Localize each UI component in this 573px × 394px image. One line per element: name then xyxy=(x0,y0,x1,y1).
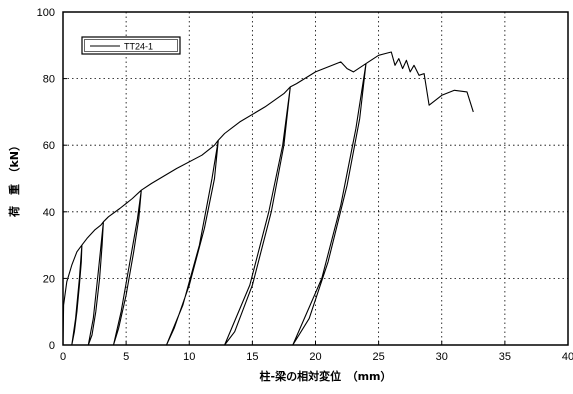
x-tick-label: 35 xyxy=(499,351,511,363)
y-tick-label: 60 xyxy=(43,140,55,152)
y-tick-label: 40 xyxy=(43,207,55,219)
y-tick-label: 0 xyxy=(49,340,55,352)
x-tick-label: 5 xyxy=(123,351,129,363)
grid-lines xyxy=(63,12,568,345)
y-axis-title: 荷 重 （kN） xyxy=(7,140,21,218)
x-axis-title: 柱-梁の相対変位 （mm） xyxy=(260,369,392,383)
legend-box xyxy=(81,36,181,55)
data-series xyxy=(62,51,474,346)
x-tick-label: 15 xyxy=(246,351,258,363)
x-tick-label: 10 xyxy=(183,351,195,363)
y-tick-label: 80 xyxy=(43,74,55,86)
legend-inner-box xyxy=(84,39,178,52)
legend: TT24-1 xyxy=(81,36,181,55)
legend-label: TT24-1 xyxy=(124,42,153,52)
x-tick-label: 40 xyxy=(562,351,573,363)
y-tick-label: 20 xyxy=(43,273,55,285)
x-tick-label: 20 xyxy=(309,351,321,363)
x-tick-label: 25 xyxy=(373,351,385,363)
x-tick-label: 0 xyxy=(60,351,66,363)
axis-ticks: 0 5 10 15 20 25 30 35 40 0 20 40 60 80 100 xyxy=(37,7,573,363)
y-tick-label: 100 xyxy=(37,7,55,19)
series-line-0 xyxy=(62,51,474,346)
x-tick-label: 30 xyxy=(436,351,448,363)
